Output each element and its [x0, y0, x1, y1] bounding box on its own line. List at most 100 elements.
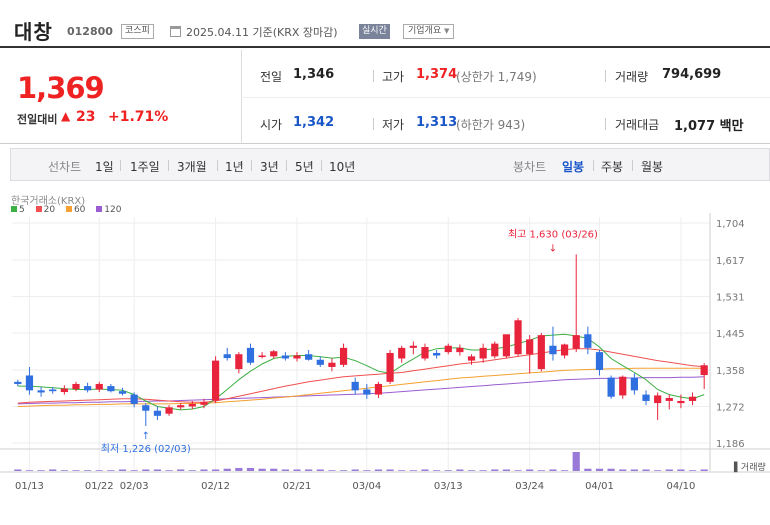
candle-monthly[interactable]: 월봉	[641, 160, 664, 174]
period-1y[interactable]: 1년	[225, 160, 244, 174]
volume-bar	[572, 452, 580, 471]
candle-body	[502, 334, 511, 357]
market-badge: 코스피	[121, 24, 154, 39]
volume-bar	[619, 469, 627, 471]
divider	[217, 160, 218, 171]
candle-body	[305, 354, 313, 360]
period-3m[interactable]: 3개월	[177, 160, 207, 174]
chart-legend: 5 20 60 120	[11, 205, 129, 215]
company-overview-button[interactable]: 기업개요 ▼	[403, 24, 455, 39]
candle-body	[153, 410, 162, 416]
candlestick-chart[interactable]: 1,704 1,617 1,531 1,445 1,358 1,272 1,186 01/13…	[0, 186, 770, 525]
low-value: 1,313	[416, 115, 458, 130]
volume-bar	[270, 468, 278, 471]
candle-body	[72, 383, 80, 390]
volume-bar	[374, 469, 383, 471]
divider	[632, 160, 633, 171]
candle-body	[84, 386, 92, 391]
candle-body	[665, 397, 673, 401]
open-value: 1,342	[293, 115, 335, 130]
arrow-down-icon: ↓	[549, 243, 557, 254]
volume-bar	[386, 469, 394, 471]
volume-bar	[526, 469, 534, 471]
volume-bar	[595, 468, 604, 471]
y-tick-label: 1,272	[716, 402, 745, 413]
candle-body	[467, 356, 476, 361]
volume-bar	[433, 470, 441, 471]
volume-bar	[25, 470, 34, 471]
period-3y[interactable]: 3년	[260, 160, 279, 174]
legend-ma20: 20	[35, 205, 55, 215]
divider	[605, 118, 606, 130]
x-tick-label: 04/01	[585, 481, 614, 492]
candle-body	[514, 320, 522, 355]
candle-body	[607, 377, 615, 397]
candle-body	[95, 383, 103, 390]
volume-bar	[328, 470, 336, 471]
volume-bar	[142, 469, 150, 471]
x-tick-label: 01/13	[15, 481, 44, 492]
realtime-button[interactable]: 실시간	[359, 24, 390, 39]
volume-bar	[235, 467, 243, 471]
candle-body	[188, 403, 196, 407]
prev-close-label: 전일	[260, 70, 283, 84]
volume-bar	[293, 469, 301, 471]
volume-bar	[607, 468, 615, 471]
x-tick-label: 02/21	[283, 481, 312, 492]
candle-weekly[interactable]: 주봉	[601, 160, 624, 174]
divider	[605, 70, 606, 82]
volume-bar	[246, 467, 255, 471]
prev-close-value: 1,346	[293, 67, 335, 82]
stock-name: 대창	[14, 20, 53, 44]
divider	[373, 118, 374, 130]
change-rate: +1.71%	[108, 109, 169, 125]
candle-body	[572, 335, 580, 349]
volume-bar	[130, 470, 138, 471]
candle-body	[14, 381, 22, 384]
lower-limit: (하한가 943)	[456, 118, 526, 132]
candle-body	[456, 347, 464, 353]
change-label: 전일대비	[17, 113, 58, 126]
stock-header: 대창 012800 코스피 2025.04.11 기준(KRX 장마감) 실시간…	[0, 0, 770, 48]
candle-body	[351, 381, 359, 391]
period-toolbar: 선차트 1일 1주일 3개월 1년 3년 5년 10년 봉차트 일봉 주봉 월봉	[10, 148, 770, 181]
candle-body	[316, 359, 324, 365]
volume-bar	[281, 469, 289, 471]
period-1d[interactable]: 1일	[95, 160, 114, 174]
candle-body	[258, 355, 266, 358]
candle-body	[235, 354, 243, 370]
volume-bar	[37, 470, 45, 471]
candle-body	[293, 355, 301, 359]
candle-body	[281, 355, 289, 359]
candle-body	[630, 377, 638, 391]
volume-bar	[514, 470, 522, 471]
open-label: 시가	[260, 118, 283, 132]
divider	[168, 160, 169, 171]
legend-ma120: 120	[96, 205, 121, 215]
candle-body	[211, 360, 220, 401]
candle-body	[165, 407, 173, 414]
volume-bar	[153, 469, 162, 471]
candle-body	[246, 347, 255, 363]
period-10y[interactable]: 10년	[329, 160, 356, 174]
candle-body	[444, 345, 452, 353]
candle-body	[549, 345, 557, 355]
y-tick-label: 1,358	[716, 366, 745, 377]
volume-bar	[479, 470, 487, 471]
series-line-ma60	[17, 367, 705, 407]
legend-ma60-label: 60	[73, 205, 86, 215]
divider	[251, 160, 252, 171]
low-label: 저가	[382, 118, 405, 132]
volume-bar	[421, 469, 429, 471]
volume-bar	[700, 469, 708, 471]
candle-body	[433, 352, 441, 356]
period-1w[interactable]: 1주일	[130, 160, 160, 174]
stock-chart: 한국거래소(KRX) 5 20 60 120 1,704 1,617 1,531 1,…	[0, 186, 770, 525]
candle-body	[537, 335, 545, 370]
candle-daily[interactable]: 일봉	[562, 160, 585, 174]
trade-amount-value: 1,077 백만	[674, 119, 744, 134]
volume-bar	[560, 470, 569, 471]
period-5y[interactable]: 5년	[295, 160, 314, 174]
volume-bar	[677, 469, 685, 471]
candle-body	[642, 394, 650, 401]
